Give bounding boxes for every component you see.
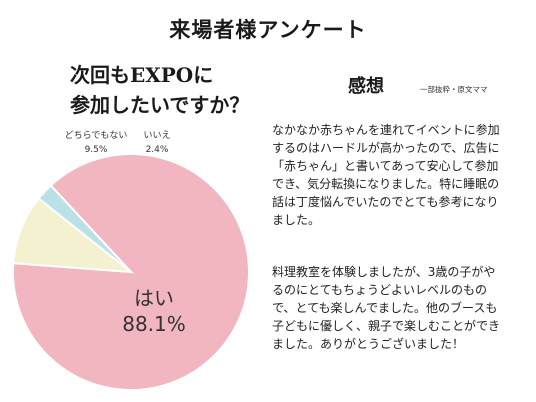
comment-1: なかなか赤ちゃんを連れてイベントに参加するのはハードルが高かったので、広告に「赤…	[272, 123, 500, 227]
pie-value-2: 2.4%	[146, 145, 169, 155]
pie-label-1: どちらでもない	[65, 130, 128, 141]
survey-question-line-2: 参加したいですか？	[70, 93, 250, 117]
pie-label-0: はい	[134, 286, 174, 310]
survey-question-line-1: 次回もEXPOに	[70, 63, 214, 87]
pie-slice-2	[37, 184, 132, 273]
pie-slice-0	[12, 153, 250, 391]
pie-value-1: 9.5%	[85, 145, 108, 155]
impressions-note: 一部抜粋・原文ママ	[420, 85, 488, 94]
pie-label-2: いいえ	[143, 130, 170, 141]
pie-value-0: 88.1%	[122, 312, 186, 336]
comment-2: 料理教室を体験しましたが、3歳の子がやるのにとてもちょうどよいレベルのもので、と…	[272, 265, 501, 351]
impressions-heading: 感想	[348, 76, 384, 97]
page-title: 来場者様アンケート	[169, 17, 367, 42]
survey-question: 次回もEXPOに 参加したいですか？	[70, 60, 249, 120]
